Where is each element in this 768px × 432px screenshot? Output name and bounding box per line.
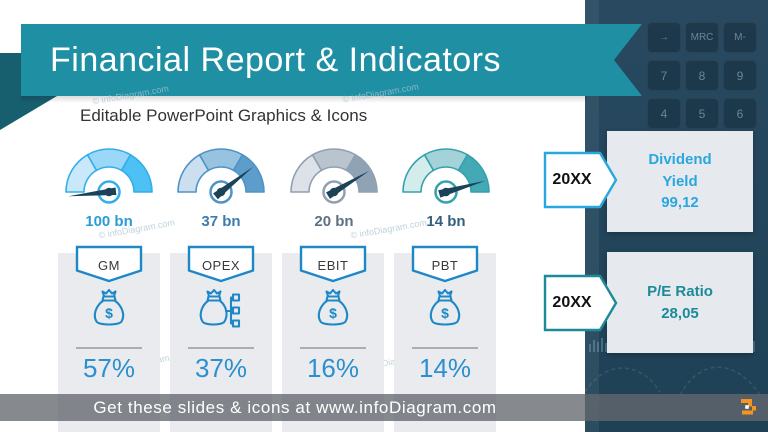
side-card-title: P/E Ratio (647, 282, 713, 300)
infodiagram-logo-icon (741, 399, 756, 415)
gauge-2: 37 bn (171, 140, 271, 230)
calc-key-9: 9 (723, 60, 757, 91)
gauge-dial-icon (290, 148, 378, 204)
kpi-badge (75, 245, 143, 283)
year-label: 20XX (552, 294, 592, 311)
gauge-value: 14 bn (426, 213, 466, 230)
banner-shadow (21, 96, 587, 103)
gauge-1: 100 bn (59, 140, 159, 230)
side-card-title: Dividend Yield (648, 150, 712, 190)
year-arrow (543, 274, 618, 332)
divider (188, 347, 254, 349)
year-label: 20XX (552, 171, 592, 188)
gauge-dial-icon (177, 148, 265, 204)
kpi-label: PBT (431, 258, 459, 273)
kpi-value: 37% (194, 353, 248, 383)
footer-text: Get these slides & icons at www.infoDiag… (93, 398, 497, 417)
gauge-3: 20 bn (284, 140, 384, 230)
side-card-dividend-yield: Dividend Yield 99,12 (607, 131, 753, 232)
svg-text:$: $ (105, 305, 113, 321)
page-title: Financial Report & Indicators (50, 40, 502, 79)
calc-key-mminus: M- (723, 22, 757, 53)
kpi-badge (411, 245, 479, 283)
kpi-label: GM (98, 258, 120, 273)
kpi-label: OPEX (201, 258, 241, 273)
side-card-pe-ratio: P/E Ratio 28,05 (607, 252, 753, 353)
photo-chart-curves (585, 366, 761, 396)
calc-key-8: 8 (685, 60, 719, 91)
divider (412, 347, 478, 349)
kpi-label: EBIT (317, 258, 349, 273)
banner-ribbon-fold (0, 53, 57, 130)
kpi-value: 14% (418, 353, 472, 383)
divider (76, 347, 142, 349)
kpi-badge (187, 245, 255, 283)
calc-key-arrow: → (647, 22, 681, 53)
kpi-value: 57% (82, 353, 136, 383)
kpi-value: 16% (306, 353, 360, 383)
svg-text:$: $ (441, 305, 449, 321)
calc-key-4: 4 (647, 98, 681, 129)
gauge-dial-icon (402, 148, 490, 204)
calc-key-6: 6 (723, 98, 757, 129)
calc-key-mrc: MRC (685, 22, 719, 53)
kpi-badge (299, 245, 367, 283)
gauge-dial-icon (65, 148, 153, 204)
photo-tick-bars (589, 338, 607, 352)
calc-key-5: 5 (685, 98, 719, 129)
side-card-value: 28,05 (661, 304, 699, 322)
svg-text:$: $ (329, 305, 337, 321)
title-banner: Financial Report & Indicators (21, 24, 642, 96)
calc-key-7: 7 (647, 60, 681, 91)
gauge-value: 100 bn (85, 213, 133, 230)
year-arrow (543, 151, 618, 209)
money-bag-structure-icon (170, 285, 272, 329)
money-bag-dollar-icon: $ (282, 285, 384, 329)
gauge-value: 37 bn (201, 213, 241, 230)
side-card-value: 99,12 (661, 194, 699, 212)
divider (300, 347, 366, 349)
money-bag-dollar-icon: $ (394, 285, 496, 329)
footer-bar: Get these slides & icons at www.infoDiag… (0, 394, 768, 421)
gauge-value: 20 bn (314, 213, 354, 230)
gauge-4: 14 bn (396, 140, 496, 230)
page-subtitle: Editable PowerPoint Graphics & Icons (80, 106, 368, 125)
money-bag-dollar-icon: $ (58, 285, 160, 329)
